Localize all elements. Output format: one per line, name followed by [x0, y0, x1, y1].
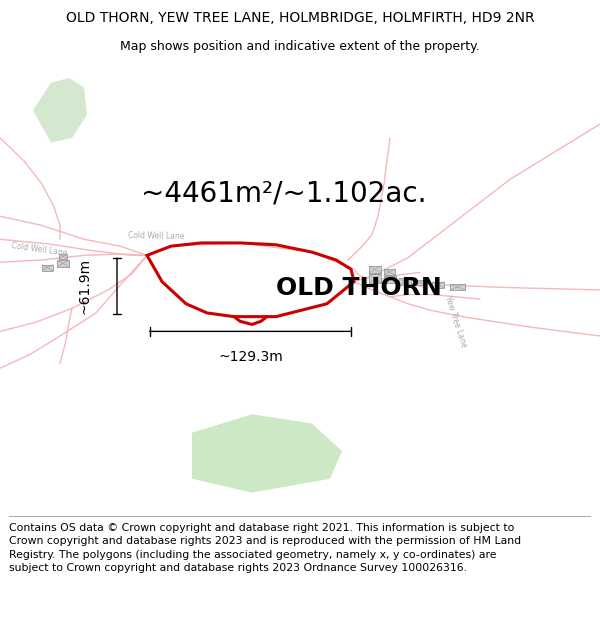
Polygon shape	[42, 264, 53, 271]
Polygon shape	[432, 282, 444, 288]
Polygon shape	[384, 269, 395, 275]
Text: Map shows position and indicative extent of the property.: Map shows position and indicative extent…	[120, 39, 480, 52]
Polygon shape	[33, 78, 87, 142]
Text: OLD THORN, YEW TREE LANE, HOLMBRIDGE, HOLMFIRTH, HD9 2NR: OLD THORN, YEW TREE LANE, HOLMBRIDGE, HO…	[65, 11, 535, 25]
Text: ~4461m²/~1.102ac.: ~4461m²/~1.102ac.	[141, 179, 427, 207]
Polygon shape	[384, 276, 396, 283]
Polygon shape	[369, 274, 381, 283]
Polygon shape	[414, 280, 426, 285]
Text: ~61.9m: ~61.9m	[77, 258, 91, 314]
Polygon shape	[192, 414, 342, 492]
Polygon shape	[369, 266, 381, 273]
Text: ~129.3m: ~129.3m	[218, 350, 283, 364]
Text: Cold Well Lane: Cold Well Lane	[10, 241, 68, 258]
Polygon shape	[399, 278, 411, 285]
Polygon shape	[59, 254, 67, 259]
Text: Contains OS data © Crown copyright and database right 2021. This information is : Contains OS data © Crown copyright and d…	[9, 523, 521, 573]
Polygon shape	[57, 260, 69, 267]
Text: OLD THORN: OLD THORN	[276, 276, 442, 299]
Text: Cold Well Lane: Cold Well Lane	[128, 231, 184, 241]
Polygon shape	[450, 284, 465, 290]
Text: Yew Tree Lane: Yew Tree Lane	[443, 295, 469, 349]
